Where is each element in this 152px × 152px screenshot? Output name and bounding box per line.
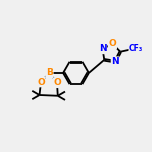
Text: O: O: [37, 78, 45, 87]
Text: N: N: [99, 44, 106, 53]
Text: O: O: [109, 39, 116, 48]
Text: CF₃: CF₃: [129, 44, 143, 53]
Text: B: B: [46, 68, 53, 78]
Text: O: O: [53, 78, 61, 87]
Text: N: N: [111, 57, 119, 66]
